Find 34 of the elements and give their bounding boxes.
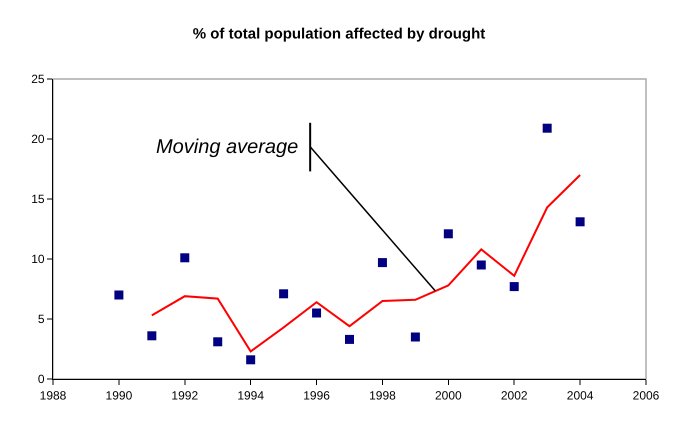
point [542, 124, 552, 133]
y-tick-label: 20 [31, 132, 45, 146]
point [213, 337, 222, 346]
point [576, 217, 585, 226]
point [147, 331, 156, 340]
x-tick-label: 2002 [500, 388, 528, 402]
chart-title: % of total population affected by drought [192, 25, 486, 42]
annotation: Moving average [156, 136, 298, 158]
y-tick-label: 15 [31, 192, 45, 206]
x-tick-label: 1994 [237, 388, 264, 402]
point [345, 334, 354, 344]
y-tick-label: 0 [38, 372, 45, 386]
y-tick-label: 10 [31, 252, 45, 266]
point [378, 258, 387, 268]
y-tick-label: 5 [38, 312, 45, 326]
point [180, 253, 190, 262]
point [510, 282, 519, 292]
x-tick-label: 2000 [434, 388, 462, 402]
point [476, 260, 486, 270]
point [444, 229, 453, 238]
x-tick-label: 1998 [369, 388, 396, 402]
line-series [150, 174, 582, 352]
point [246, 355, 256, 364]
point [410, 332, 420, 342]
x-tick-label: 1996 [303, 388, 330, 402]
point [312, 308, 322, 318]
x-tick-label: 1988 [40, 388, 67, 402]
x-tick-label: 1990 [106, 388, 133, 402]
x-tick-label: 1992 [171, 388, 198, 402]
point [279, 289, 288, 298]
x-tick-label: 2004 [566, 388, 594, 402]
y-tick-label: 25 [31, 72, 45, 86]
x-tick-label: 2006 [632, 388, 660, 402]
point [114, 290, 124, 300]
